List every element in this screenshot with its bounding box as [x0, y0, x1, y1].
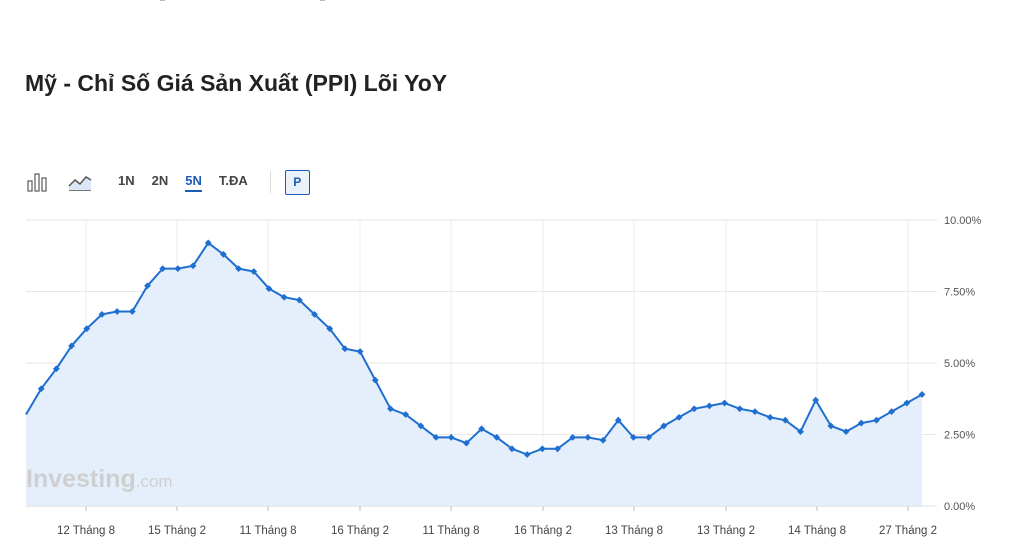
x-tick-label: 13 Tháng 8: [605, 525, 663, 537]
data-point: [645, 433, 653, 441]
data-point: [326, 325, 334, 333]
data-point: [371, 376, 379, 384]
data-point: [569, 433, 577, 441]
x-tick-label: 11 Tháng 8: [422, 525, 479, 537]
data-point: [478, 425, 485, 433]
data-point: [144, 282, 151, 290]
data-point: [447, 433, 455, 441]
x-tick-label: 16 Tháng 2: [514, 525, 572, 537]
range-selector: 1N 2N 5N T.ĐA: [118, 173, 265, 192]
data-point: [523, 451, 531, 458]
x-tick-label: 27 Tháng 2: [879, 525, 937, 537]
x-tick-label: 13 Tháng 2: [697, 525, 755, 537]
data-point: [630, 433, 637, 441]
data-point: [280, 293, 288, 301]
data-point: [554, 445, 561, 453]
data-point: [842, 428, 850, 436]
data-point: [705, 402, 713, 410]
data-point: [113, 308, 121, 315]
data-point: [584, 433, 592, 441]
x-tick-label: 16 Tháng 2: [331, 525, 389, 537]
area-chart-icon[interactable]: [68, 170, 92, 194]
data-point: [812, 396, 820, 404]
data-point: [599, 436, 607, 444]
data-point: [463, 439, 470, 447]
ppi-chart: 10.00% 7.50% 5.00% 2.50% 0.00% 12 Tháng 8 15 T…: [25, 215, 982, 537]
data-point: [797, 428, 804, 436]
data-point: [751, 408, 759, 416]
page-title: Mỹ - Chỉ Số Giá Sản Xuất (PPI) Lõi YoY: [25, 70, 448, 96]
x-tick-label: 15 Tháng 2: [148, 525, 206, 537]
range-max-button[interactable]: T.ĐA: [218, 172, 248, 188]
top-cropped-fragment: [160, 0, 325, 1]
data-point: [493, 433, 501, 441]
toolbar-divider: [269, 171, 271, 193]
investing-watermark: Investing.com: [26, 465, 173, 493]
data-point: [903, 399, 911, 407]
data-point: [402, 411, 410, 418]
y-tick-label: 10.00%: [944, 215, 982, 227]
data-point: [417, 422, 425, 430]
data-point: [857, 419, 865, 427]
data-point: [265, 285, 273, 293]
data-point: [827, 422, 835, 430]
y-tick-label: 2.50%: [944, 430, 975, 442]
bar-chart-icon[interactable]: [26, 170, 50, 194]
range-1n-button[interactable]: 1N: [118, 172, 135, 188]
data-point: [83, 325, 91, 333]
data-point: [781, 416, 789, 424]
watermark-suffix: .com: [136, 472, 173, 491]
range-2n-button[interactable]: 2N: [151, 172, 169, 188]
data-point: [614, 416, 622, 424]
chart-area: 10.00% 7.50% 5.00% 2.50% 0.00% 12 Tháng 8 15 T…: [0, 205, 1024, 549]
data-point: [37, 385, 45, 393]
chart-toolbar: 1N 2N 5N T.ĐA P: [26, 168, 310, 196]
data-point: [68, 342, 75, 350]
watermark-brand: Investing: [26, 465, 136, 493]
x-tick-label: 11 Tháng 8: [239, 525, 296, 537]
data-point: [295, 296, 303, 304]
data-point: [660, 422, 668, 430]
x-tick-label: 14 Tháng 8: [788, 525, 846, 537]
data-point: [356, 348, 364, 355]
data-point: [189, 262, 197, 270]
area-fill: [26, 242, 922, 506]
range-5n-button[interactable]: 5N: [185, 173, 202, 192]
data-point: [432, 433, 440, 441]
data-point: [766, 413, 774, 421]
y-tick-label: 5.00%: [944, 358, 975, 370]
data-point: [690, 405, 698, 413]
p-toggle-button[interactable]: P: [284, 169, 310, 195]
data-point: [387, 405, 394, 413]
data-point: [918, 391, 926, 398]
data-point: [508, 445, 516, 453]
data-point: [873, 416, 880, 424]
y-tick-label: 0.00%: [944, 501, 975, 513]
data-point: [721, 399, 728, 407]
data-point: [888, 408, 896, 416]
data-point: [736, 405, 744, 413]
y-tick-label: 7.50%: [944, 287, 975, 299]
data-point: [341, 345, 349, 353]
data-point: [128, 308, 136, 315]
data-point: [250, 268, 258, 275]
data-point: [675, 413, 683, 421]
data-point: [538, 445, 546, 453]
x-tick-label: 12 Tháng 8: [57, 525, 115, 537]
data-point: [52, 365, 60, 373]
